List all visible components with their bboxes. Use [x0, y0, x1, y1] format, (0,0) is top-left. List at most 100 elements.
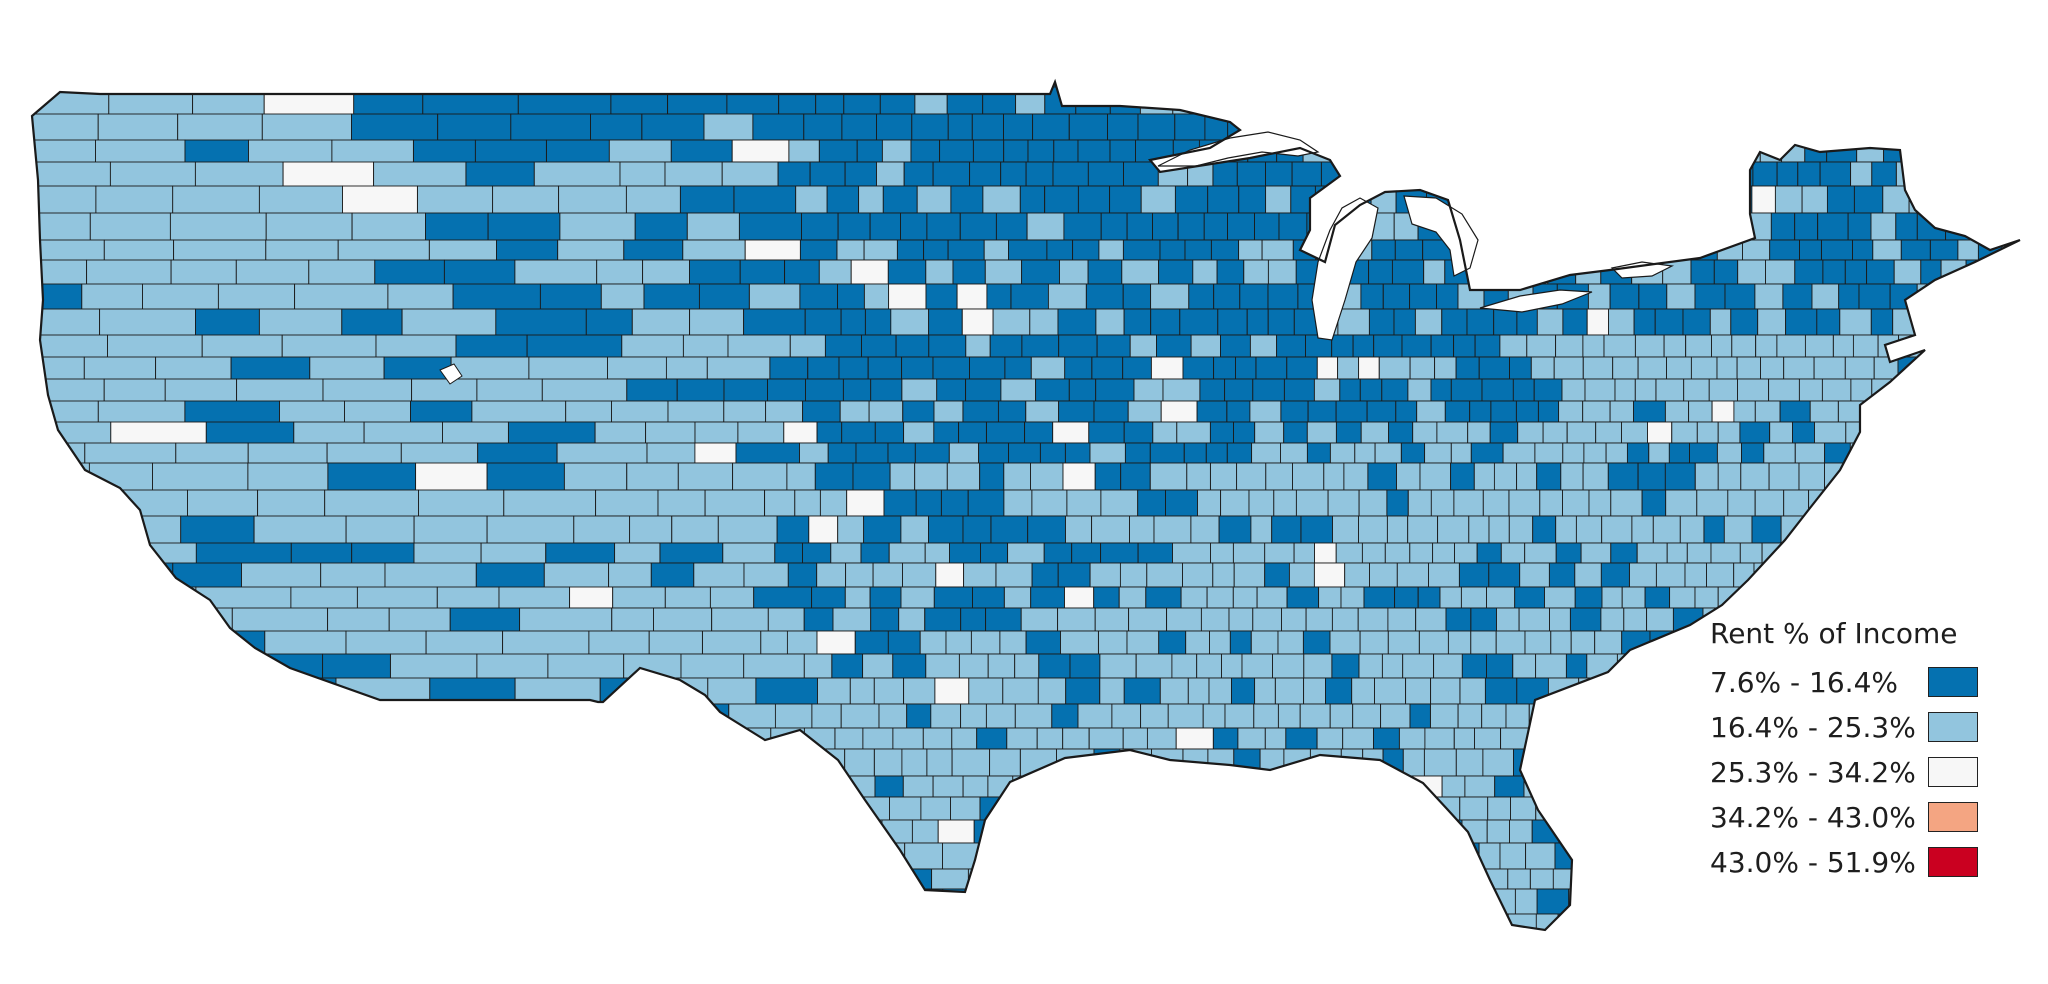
- county-cell: [2010, 608, 2032, 631]
- county-cell: [1527, 335, 1556, 357]
- county-cell: [1563, 443, 1584, 463]
- county-cell: [1240, 284, 1268, 309]
- county-cell: [564, 463, 626, 490]
- county-cell: [1363, 162, 1386, 186]
- county-cell: [1972, 934, 1997, 961]
- county-cell: [1780, 401, 1810, 422]
- county-cell: [285, 749, 354, 782]
- county-cell: [1429, 563, 1460, 587]
- county-cell: [1971, 60, 1995, 87]
- county-cell: [1287, 587, 1319, 608]
- county-cell: [1686, 213, 1710, 240]
- county-cell: [694, 563, 744, 587]
- county-cell: [1948, 401, 1970, 422]
- county-cell: [1187, 463, 1211, 490]
- county-cell: [1304, 654, 1332, 678]
- county-cell: [1755, 284, 1783, 309]
- county-cell: [800, 443, 829, 463]
- county-cell: [1823, 260, 1845, 284]
- county-cell: [1184, 443, 1206, 463]
- county-cell: [940, 914, 974, 934]
- county-cell: [177, 820, 239, 850]
- county-cell: [2030, 284, 2048, 309]
- county-cell: [1134, 379, 1163, 401]
- county-cell: [1465, 162, 1497, 186]
- county-cell: [190, 749, 285, 794]
- county-cell: [1088, 260, 1122, 284]
- county-cell: [800, 240, 837, 260]
- county-cell: [2037, 914, 2048, 934]
- county-cell: [1480, 186, 1505, 213]
- county-cell: [2035, 631, 2048, 654]
- county-cell: [1293, 463, 1324, 490]
- county-cell: [1650, 631, 1677, 654]
- county-cell: [1845, 260, 1866, 284]
- county-cell: [1681, 186, 1702, 213]
- county-cell: [860, 934, 895, 961]
- county-cell: [1408, 140, 1431, 162]
- county-cell: [1917, 401, 1948, 422]
- county-cell: [1209, 87, 1231, 114]
- county-cell: [915, 87, 947, 114]
- county-cell: [1587, 843, 1611, 869]
- county-cell: [1058, 309, 1096, 335]
- county-cell: [1032, 490, 1067, 516]
- county-cell: [1742, 443, 1764, 463]
- county-cell: [1831, 889, 1857, 914]
- county-cell: [2032, 749, 2048, 776]
- county-cell: [827, 186, 859, 213]
- county-cell: [1884, 114, 1907, 140]
- county-cell: [1465, 889, 1485, 914]
- county-cell: [1510, 357, 1532, 379]
- county-cell: [1731, 309, 1758, 335]
- county-cell: [1642, 843, 1672, 869]
- county-cell: [1048, 284, 1086, 309]
- county-cell: [1858, 889, 1884, 914]
- county-cell: [1157, 335, 1192, 357]
- county-cell: [1562, 797, 1588, 820]
- county-cell: [1857, 140, 1884, 162]
- county-cell: [677, 379, 724, 401]
- county-cell: [1408, 516, 1438, 543]
- county-cell: [1513, 140, 1542, 162]
- county-cell: [1036, 914, 1062, 934]
- county-cell: [1687, 543, 1711, 563]
- county-cell: [20, 934, 113, 969]
- county-cell: [1496, 631, 1525, 654]
- county-cell: [844, 87, 881, 114]
- county-cell: [1473, 934, 1502, 961]
- county-cell: [396, 869, 467, 898]
- county-cell: [20, 463, 89, 497]
- county-cell: [1815, 422, 1846, 443]
- county-cell: [672, 516, 719, 543]
- county-cell: [1569, 889, 1592, 914]
- county-cell: [979, 443, 1009, 463]
- county-cell: [1982, 914, 2009, 934]
- county-cell: [1221, 914, 1251, 934]
- county-cell: [2025, 114, 2045, 140]
- county-cell: [542, 797, 632, 821]
- county-cell: [1048, 934, 1075, 961]
- county-cell: [804, 608, 833, 631]
- county-cell: [402, 309, 496, 338]
- county-cell: [722, 162, 778, 186]
- county-cell: [1202, 820, 1231, 843]
- county-cell: [1805, 335, 1833, 357]
- county-cell: [746, 60, 809, 87]
- county-cell: [1802, 186, 1827, 213]
- county-cell: [1831, 516, 1856, 543]
- county-cell: [1782, 140, 1805, 162]
- county-cell: [768, 379, 806, 401]
- county-cell: [1812, 934, 1838, 961]
- county-cell: [1360, 914, 1391, 934]
- county-cell: [20, 678, 80, 706]
- county-cell: [1690, 443, 1718, 463]
- county-cell: [1026, 162, 1053, 186]
- county-cell: [1395, 869, 1422, 889]
- county-cell: [2018, 260, 2044, 284]
- county-cell: [2035, 213, 2048, 240]
- county-cell: [1383, 284, 1409, 309]
- county-cell: [968, 490, 1004, 516]
- county-cell: [1239, 186, 1266, 213]
- county-cell: [1227, 443, 1251, 463]
